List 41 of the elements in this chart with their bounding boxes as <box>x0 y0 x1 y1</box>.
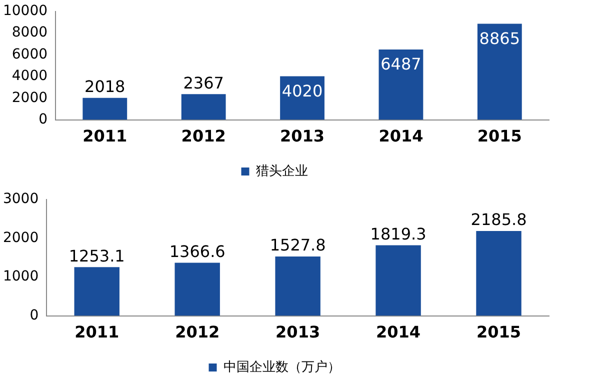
y-tick-label: 6000 <box>12 46 48 62</box>
bar <box>174 262 220 316</box>
y-tick-label: 3000 <box>2 191 39 208</box>
x-tick-label: 2013 <box>280 126 325 146</box>
x-tick-label: 2014 <box>378 126 424 146</box>
x-tick-label: 2014 <box>376 322 421 342</box>
bar <box>82 98 128 120</box>
data-label: 1819.3 <box>370 224 426 244</box>
data-label: 1366.6 <box>169 242 226 261</box>
x-tick-label: 2011 <box>82 126 128 146</box>
y-tick-label: 1000 <box>2 268 39 285</box>
data-label: 4020 <box>282 81 323 100</box>
bar <box>477 24 522 120</box>
x-tick-label: 2011 <box>74 322 120 342</box>
legend-label: 猎头企业 <box>256 164 308 179</box>
y-tick-label: 0 <box>38 111 48 128</box>
bar <box>74 267 120 316</box>
x-tick-label: 2012 <box>181 126 226 146</box>
bar <box>181 94 226 120</box>
y-tick-label: 8000 <box>12 24 48 41</box>
y-tick-label: 4000 <box>12 68 48 84</box>
data-label: 2367 <box>183 73 224 92</box>
y-tick-label: 2000 <box>12 90 48 106</box>
data-label: 8865 <box>479 28 520 48</box>
y-tick-label: 2000 <box>2 230 39 246</box>
data-label: 2185.8 <box>470 210 527 230</box>
x-tick-label: 2013 <box>276 322 320 342</box>
bar <box>476 230 522 316</box>
bar <box>378 49 424 120</box>
x-tick-label: 2012 <box>175 322 220 342</box>
x-tick-label: 2015 <box>476 322 522 342</box>
legend-label: 中国企业数（万户） <box>223 360 340 375</box>
data-label: 1253.1 <box>68 246 125 266</box>
data-label: 2018 <box>84 77 126 96</box>
bar <box>275 256 320 316</box>
x-tick-label: 2015 <box>477 126 522 146</box>
y-tick-label: 0 <box>30 307 39 324</box>
data-label: 1527.8 <box>270 236 326 255</box>
bar <box>376 245 421 316</box>
y-tick-label: 10000 <box>2 3 48 20</box>
data-label: 6487 <box>380 54 422 74</box>
